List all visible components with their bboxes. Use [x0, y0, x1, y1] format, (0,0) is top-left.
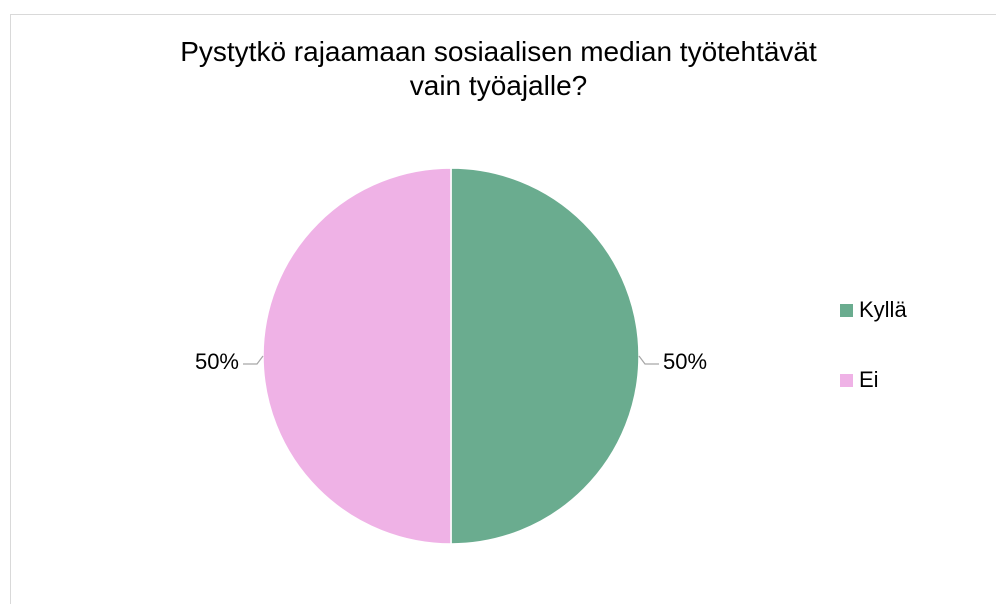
leader-line-ei — [243, 355, 264, 365]
pie-slice-ei — [262, 167, 452, 545]
data-label-kylla: 50% — [663, 349, 707, 374]
data-label-ei: 50% — [195, 349, 239, 374]
chart-title: Pystytkö rajaamaan sosiaalisen median ty… — [0, 35, 997, 103]
legend: Kyllä Ei — [840, 293, 907, 433]
legend-swatch-ei — [840, 373, 853, 387]
pie-slice-kylla — [450, 167, 640, 545]
legend-label-kylla: Kyllä — [859, 297, 907, 322]
legend-swatch-kylla — [840, 303, 853, 317]
chart-title-line-1: Pystytkö rajaamaan sosiaalisen median ty… — [180, 36, 817, 67]
pie-chart: 50% 50% — [195, 167, 707, 545]
legend-item-kylla: Kyllä — [840, 293, 907, 327]
legend-item-ei: Ei — [840, 363, 907, 397]
legend-label-ei: Ei — [859, 367, 879, 392]
chart-title-line-2: vain työajalle? — [409, 70, 588, 101]
leader-line-kylla — [638, 355, 659, 365]
